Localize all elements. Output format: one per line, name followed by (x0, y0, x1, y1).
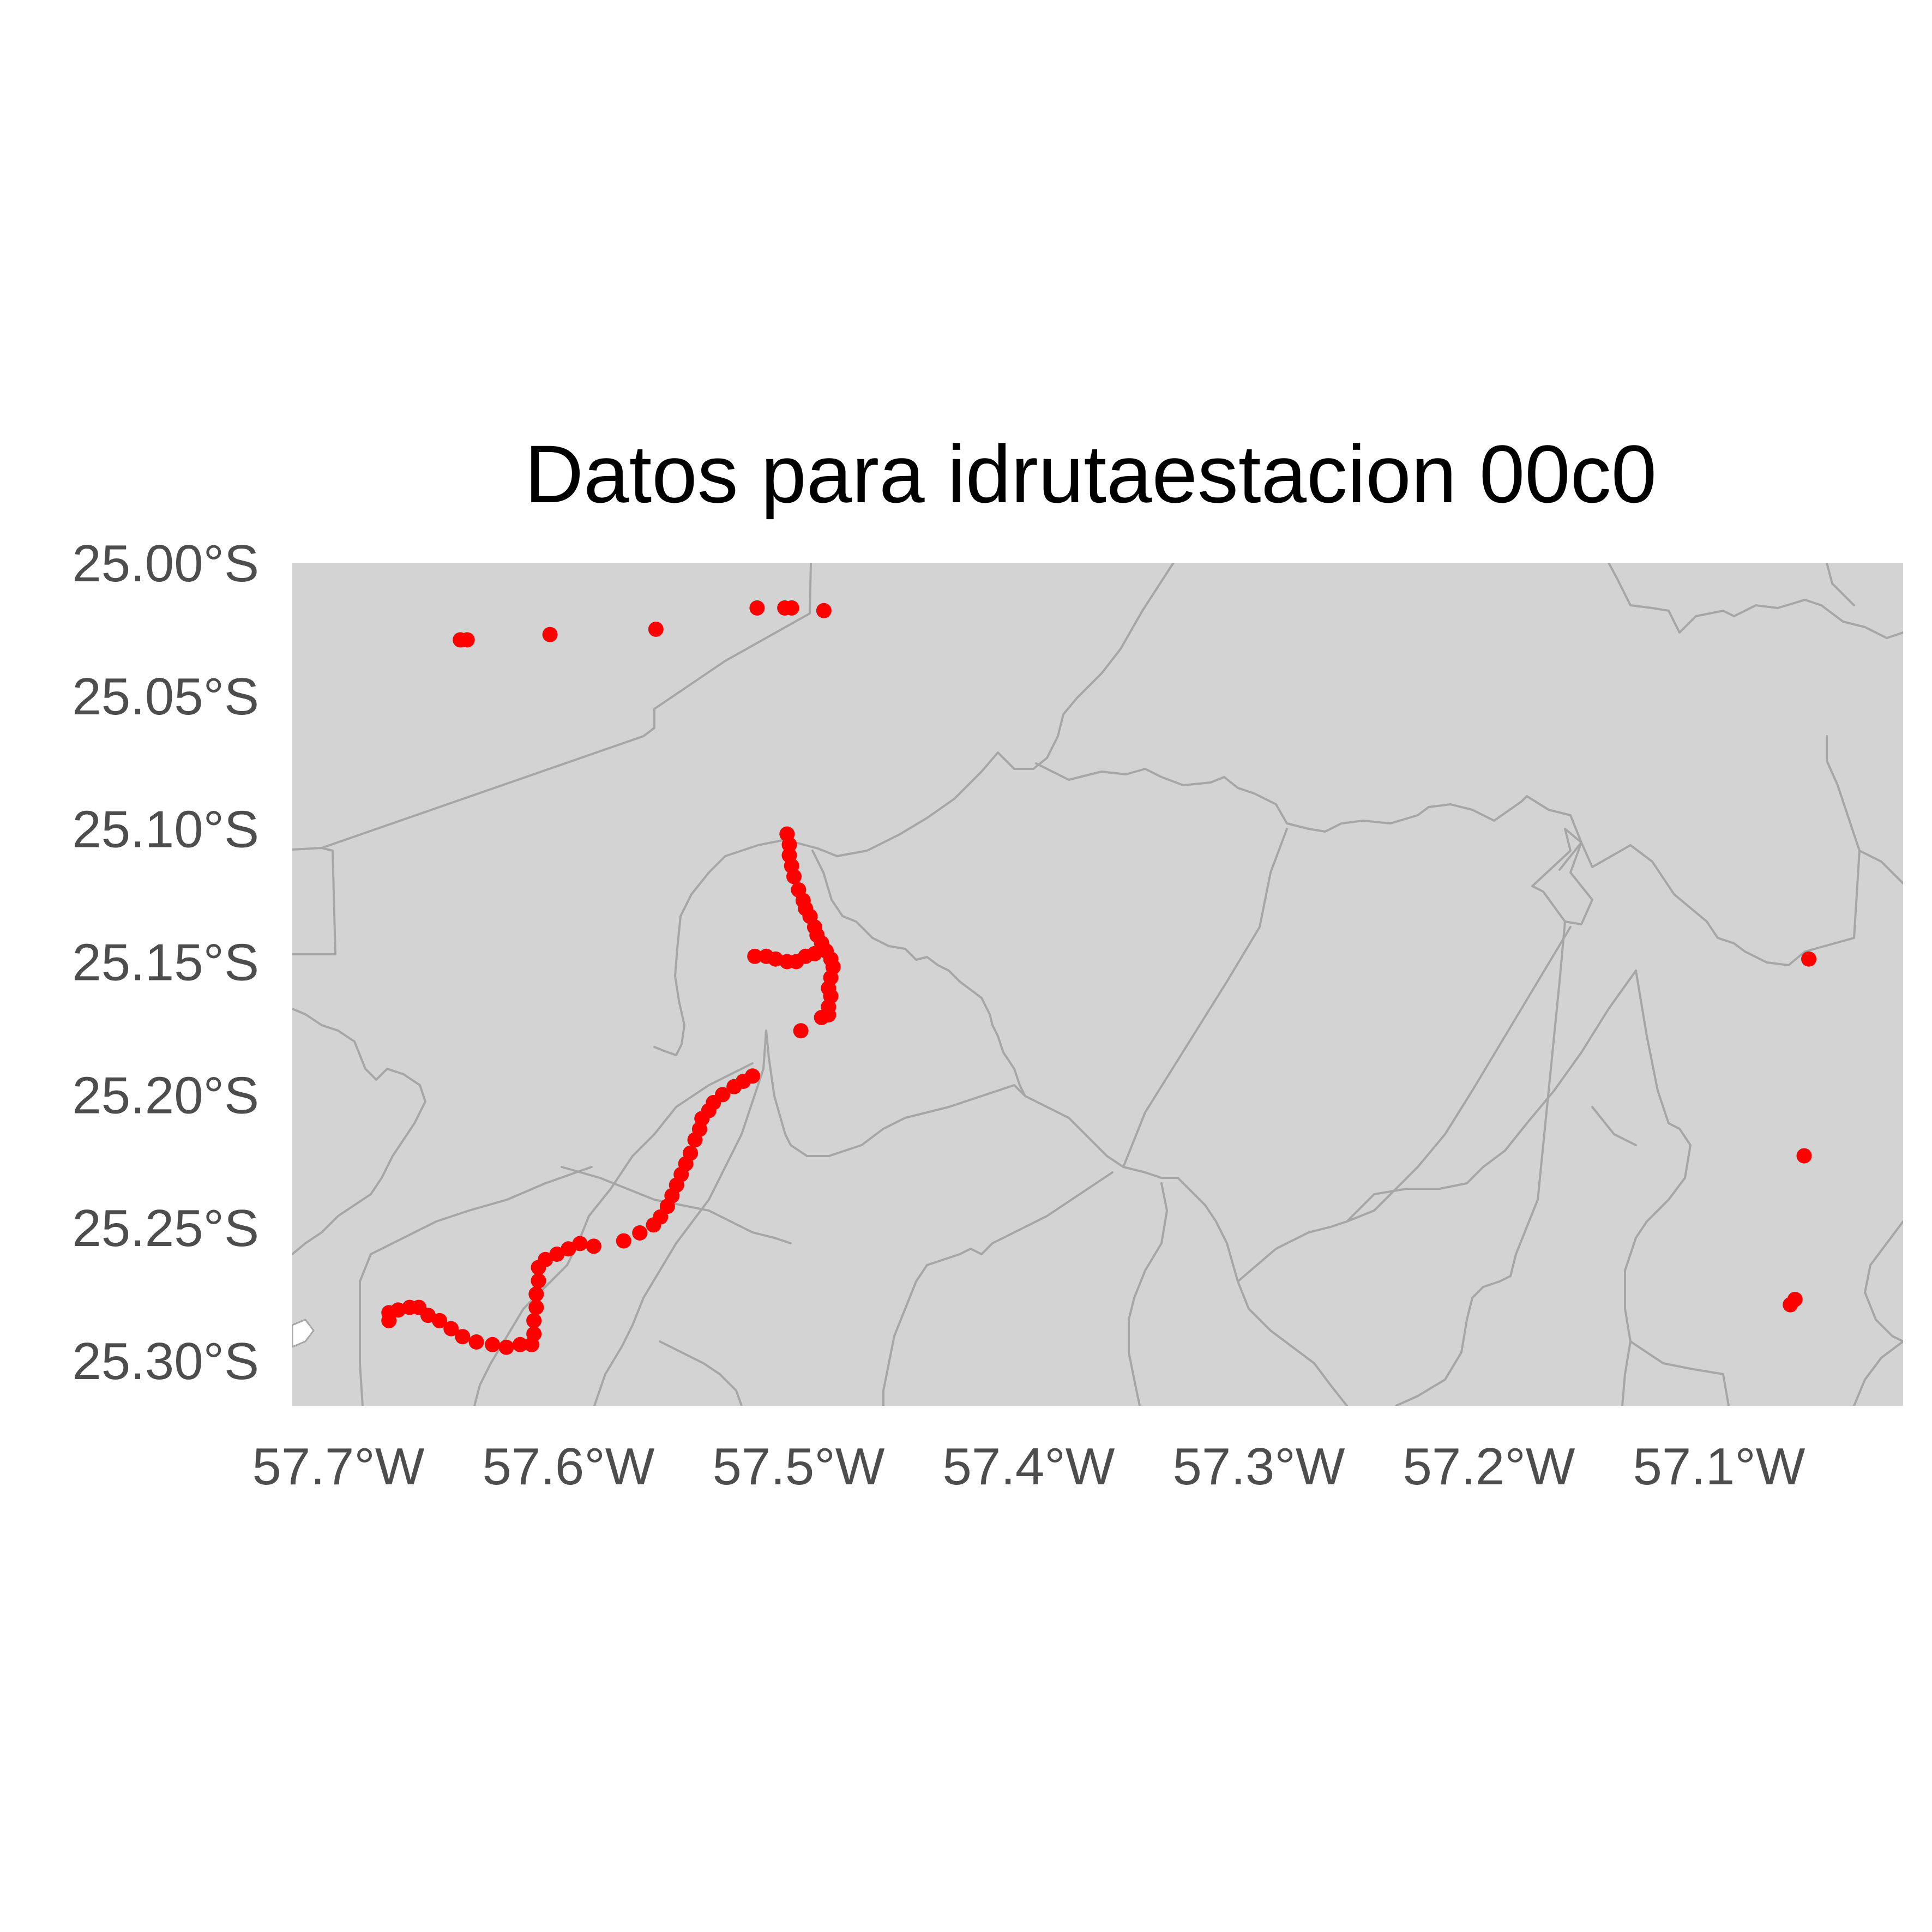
data-point (528, 1299, 544, 1315)
y-tick-label: 25.10°S (72, 801, 259, 859)
data-point (572, 1236, 588, 1251)
data-point (814, 1010, 829, 1025)
y-tick-label: 25.30°S (72, 1332, 259, 1391)
data-point (531, 1260, 546, 1275)
data-point (432, 1313, 448, 1328)
data-point (586, 1238, 601, 1254)
map-title: Datos para idrutaestacion 00c0 (525, 428, 1657, 520)
data-point (781, 837, 797, 852)
data-point (542, 627, 558, 642)
map-panel (292, 563, 1903, 1406)
x-tick-label: 57.1°W (1633, 1437, 1805, 1496)
data-point (443, 1321, 459, 1337)
data-point (381, 1313, 397, 1328)
y-tick-label: 25.25°S (72, 1199, 259, 1257)
land-background (292, 563, 1903, 1406)
data-point (1801, 951, 1816, 967)
data-point (531, 1273, 546, 1289)
data-point (498, 1339, 514, 1355)
x-tick-label: 57.4°W (942, 1437, 1115, 1496)
x-tick-label: 57.2°W (1403, 1437, 1575, 1496)
data-point (512, 1337, 528, 1352)
points-layer (381, 600, 1816, 1355)
x-tick-label: 57.7°W (252, 1437, 424, 1496)
x-tick-label: 57.5°W (712, 1437, 884, 1496)
data-point (616, 1233, 631, 1249)
y-tick-label: 25.05°S (72, 667, 259, 726)
y-tick-label: 25.15°S (72, 934, 259, 992)
x-tick-label: 57.3°W (1172, 1437, 1345, 1496)
x-axis-ticks: 57.7°W 57.6°W 57.5°W 57.4°W 57.3°W 57.2°W 57.1… (252, 1437, 1805, 1496)
y-axis-ticks: 25.00°S 25.05°S 25.10°S 25.15°S 25.20°S 25.25… (72, 534, 259, 1391)
data-point (646, 1217, 661, 1233)
y-tick-label: 25.00°S (72, 534, 259, 593)
data-point (485, 1337, 501, 1352)
data-point (648, 621, 664, 637)
data-point (523, 1337, 539, 1352)
x-tick-label: 57.6°W (482, 1437, 654, 1496)
y-tick-label: 25.20°S (72, 1066, 259, 1124)
data-point (1783, 1297, 1798, 1313)
data-point (784, 600, 799, 616)
data-point (459, 632, 475, 648)
data-point (786, 869, 802, 884)
data-point (468, 1334, 484, 1350)
data-point (1796, 1148, 1812, 1164)
data-point (632, 1225, 648, 1241)
data-point (749, 600, 765, 616)
data-point (455, 1329, 471, 1345)
data-point (726, 1079, 742, 1094)
data-point (549, 1247, 565, 1262)
data-point (747, 948, 763, 964)
data-point (806, 946, 822, 961)
data-point (768, 951, 784, 967)
data-point (526, 1313, 542, 1328)
boundary-lines (292, 563, 1903, 1406)
data-point (402, 1299, 418, 1315)
data-point (793, 1023, 809, 1039)
data-point (816, 603, 832, 618)
data-point (528, 1286, 544, 1302)
data-point (687, 1132, 703, 1148)
data-point (561, 1241, 576, 1257)
